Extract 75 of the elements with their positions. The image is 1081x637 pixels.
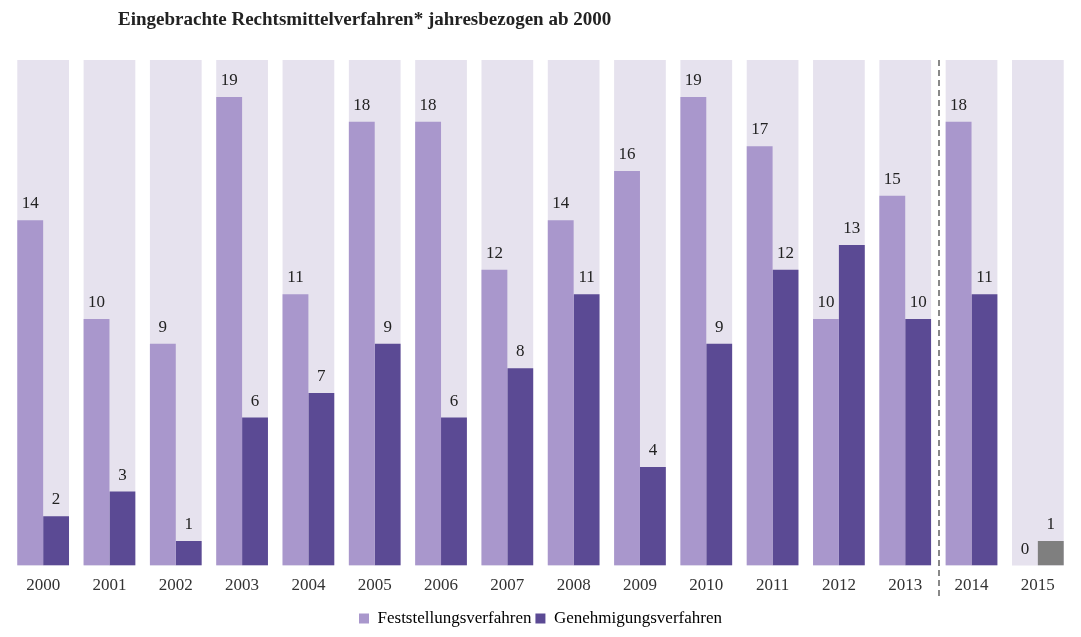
data-label: 12 (485, 242, 503, 262)
data-label: 17 (751, 119, 769, 139)
bar (879, 195, 906, 566)
legend-label: Genehmigungsverfahren (553, 607, 723, 627)
bar (573, 294, 600, 566)
bar (905, 318, 932, 566)
data-label: 9 (158, 316, 168, 336)
bar (374, 343, 401, 566)
bar (639, 466, 666, 566)
x-tick-label: 2012 (821, 575, 856, 595)
bar (282, 294, 309, 566)
data-label: 16 (618, 143, 636, 163)
x-tick-label: 2001 (92, 575, 127, 595)
bar (242, 417, 268, 566)
bar (706, 343, 733, 566)
bar (43, 516, 70, 566)
data-label: 1 (1046, 513, 1056, 533)
x-tick-label: 2006 (424, 575, 459, 595)
data-label: 19 (684, 69, 702, 89)
x-tick-label: 2002 (158, 575, 193, 595)
data-label: 4 (648, 439, 658, 459)
bar (772, 269, 799, 566)
data-label: 18 (419, 94, 437, 114)
x-tick-label: 2004 (291, 575, 326, 595)
bar (175, 540, 202, 566)
x-tick-label: 2003 (225, 575, 260, 595)
data-label: 6 (449, 390, 459, 410)
legend-label: Feststellungsverfahren (377, 607, 532, 627)
bar (1037, 540, 1064, 566)
data-label: 1 (184, 513, 193, 533)
data-label: 8 (516, 341, 525, 361)
bar (149, 343, 176, 566)
data-label: 0 (1020, 538, 1030, 558)
data-label: 14 (21, 193, 40, 213)
data-label: 18 (353, 94, 371, 114)
x-tick-label: 2005 (357, 575, 392, 595)
data-label: 15 (883, 168, 901, 188)
data-label: 11 (578, 267, 595, 287)
bar (838, 244, 865, 566)
bar (308, 392, 335, 566)
x-tick-label: 2011 (755, 575, 790, 595)
bar (481, 269, 508, 566)
bar (441, 417, 467, 566)
x-tick-label: 2000 (26, 575, 61, 595)
data-label: 10 (88, 291, 106, 311)
data-label: 13 (843, 217, 861, 237)
bar (507, 368, 534, 566)
bar (17, 220, 44, 566)
data-label: 10 (909, 291, 927, 311)
bar (109, 491, 136, 566)
bar (813, 318, 839, 566)
data-label: 9 (714, 316, 724, 336)
data-label: 10 (817, 291, 835, 311)
bar (971, 294, 998, 566)
data-label: 11 (287, 267, 304, 287)
data-label: 6 (250, 390, 260, 410)
data-label: 2 (51, 489, 61, 509)
data-label: 9 (383, 316, 392, 336)
data-label: 7 (317, 365, 327, 385)
x-tick-label: 2013 (888, 575, 923, 595)
data-label: 18 (950, 94, 968, 114)
x-tick-label: 2007 (490, 575, 525, 595)
data-label: 14 (552, 193, 570, 213)
x-tick-label: 2008 (556, 575, 591, 595)
chart-title: Eingebrachte Rechtsmittelverfahren* jahresbezogen ab 2000 (118, 8, 612, 30)
data-label: 11 (976, 267, 993, 287)
data-label: 3 (118, 464, 127, 484)
x-tick-label: 2014 (954, 575, 990, 595)
x-tick-label: 2010 (689, 575, 724, 595)
bar (83, 318, 110, 566)
x-tick-label: 2015 (1020, 575, 1055, 595)
bar (547, 220, 574, 566)
data-label: 12 (777, 242, 795, 262)
data-label: 19 (220, 69, 238, 89)
x-tick-label: 2009 (622, 575, 657, 595)
